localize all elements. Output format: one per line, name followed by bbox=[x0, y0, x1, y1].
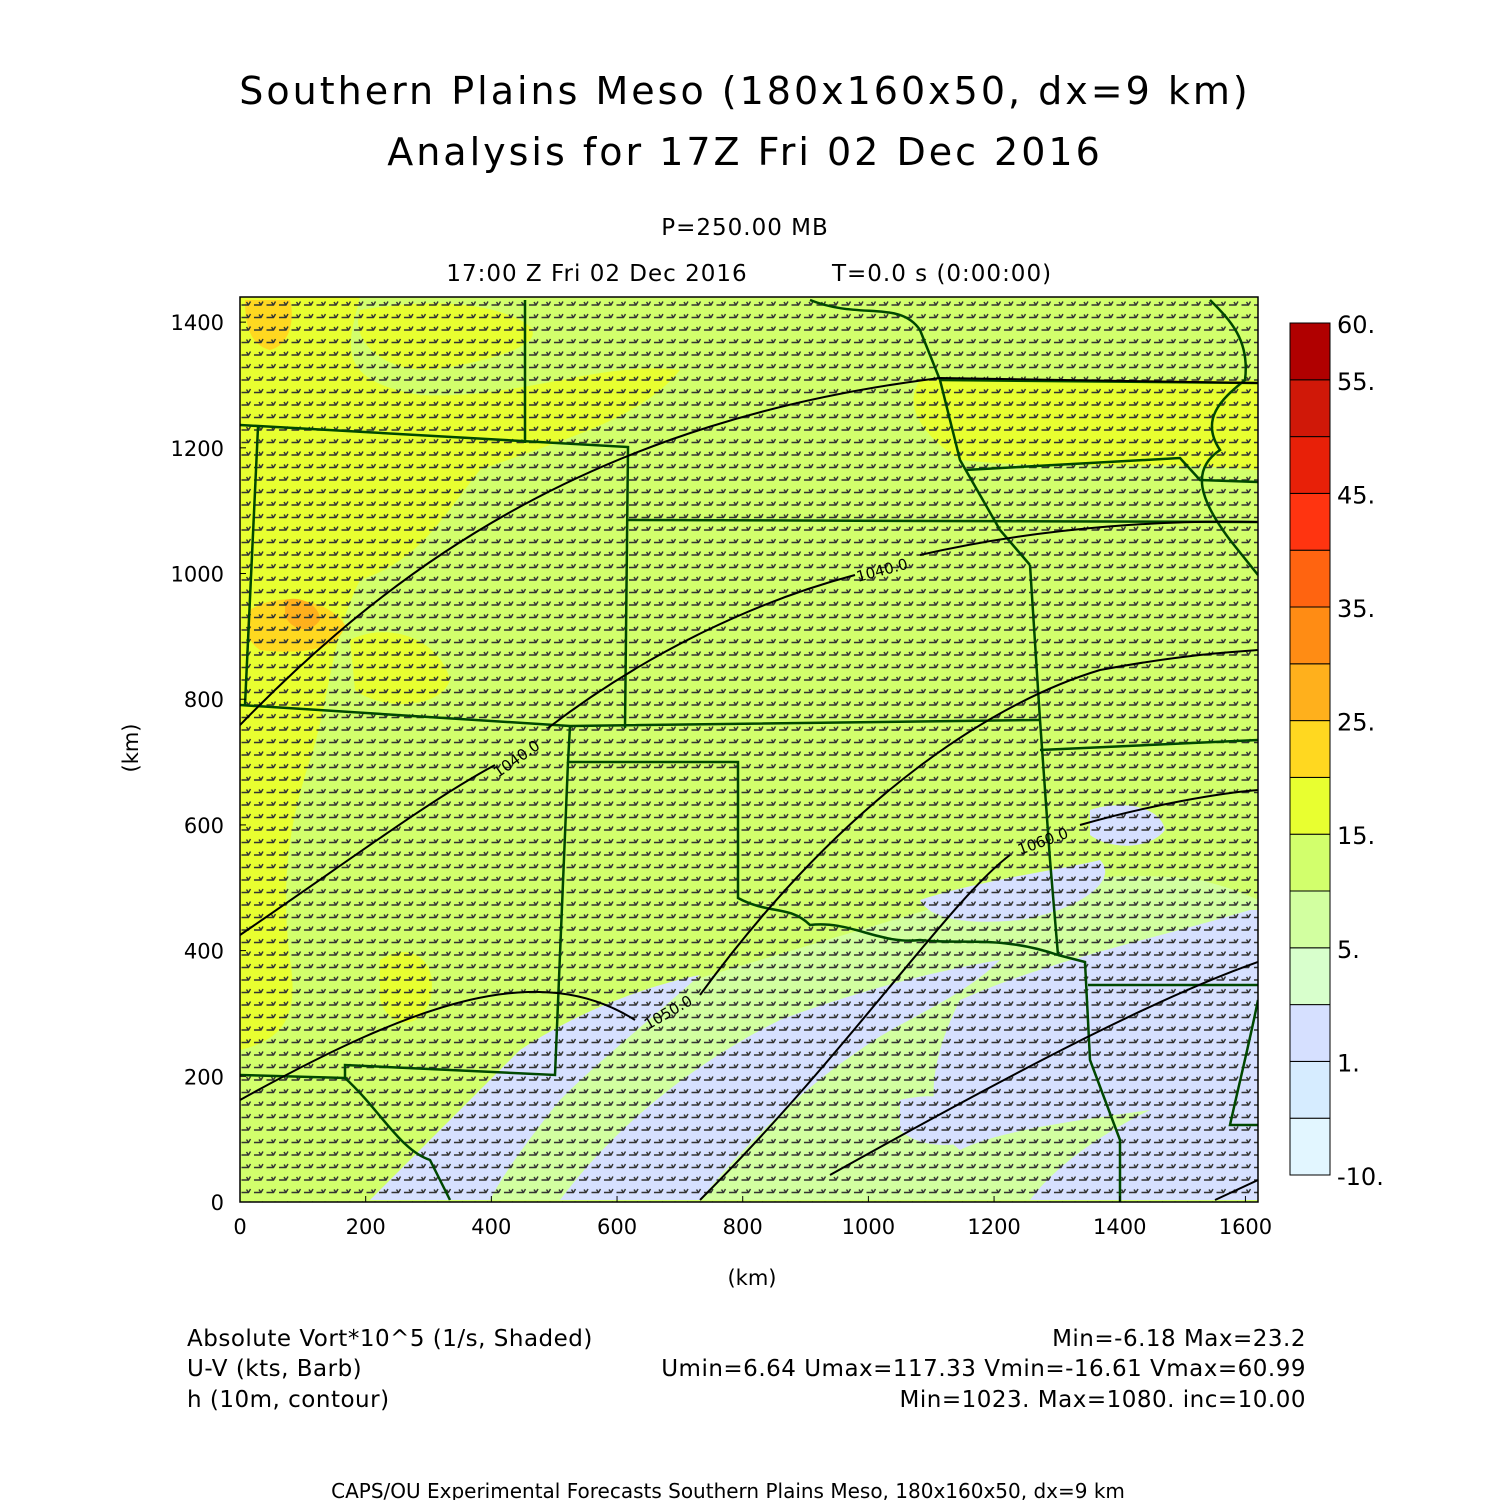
y-tick-label: 1200 bbox=[171, 437, 224, 461]
x-tick-label: 0 bbox=[233, 1215, 246, 1239]
y-tick-label: 1400 bbox=[171, 311, 224, 335]
x-axis-label: (km) bbox=[727, 1266, 776, 1290]
level-label: P=250.00 MB bbox=[661, 215, 829, 241]
y-tick-label: 1000 bbox=[171, 563, 224, 587]
x-tick-label: 1200 bbox=[967, 1215, 1020, 1239]
colorbar-bin bbox=[1289, 379, 1331, 438]
colorbar-bin bbox=[1289, 549, 1331, 608]
x-tick-label: 1000 bbox=[842, 1215, 895, 1239]
field1-name: Absolute Vort*10^5 (1/s, Shaded) bbox=[187, 1326, 593, 1352]
y-tick-label: 200 bbox=[184, 1065, 224, 1089]
y-tick-label: 0 bbox=[211, 1191, 224, 1215]
title-line1: Southern Plains Meso (180x160x50, dx=9 k… bbox=[239, 69, 1250, 113]
plot-area: 1040.0 1040.0 1050.0 1060.0 bbox=[240, 297, 1258, 1202]
footer-credit: CAPS/OU Experimental Forecasts Southern … bbox=[331, 1479, 1125, 1500]
colorbar-bin bbox=[1289, 947, 1331, 1006]
x-tick-label: 800 bbox=[723, 1215, 763, 1239]
colorbar-bin bbox=[1289, 833, 1331, 892]
colorbar-bin bbox=[1289, 492, 1331, 551]
x-tick-label: 1600 bbox=[1219, 1215, 1272, 1239]
colorbar-label: 1. bbox=[1337, 1049, 1360, 1077]
x-tick-label: 600 bbox=[597, 1215, 637, 1239]
y-tick-label: 800 bbox=[184, 688, 224, 712]
y-tick-label: 600 bbox=[184, 814, 224, 838]
x-tick-label: 400 bbox=[471, 1215, 511, 1239]
x-tick-label: 1400 bbox=[1093, 1215, 1146, 1239]
colorbar-label: 15. bbox=[1337, 822, 1375, 850]
field1-stats: Min=-6.18 Max=23.2 bbox=[1052, 1326, 1306, 1352]
valid-time: 17:00 Z Fri 02 Dec 2016 bbox=[446, 261, 747, 287]
colorbar-bin bbox=[1289, 890, 1331, 949]
y-axis-label: (km) bbox=[119, 723, 143, 772]
colorbar-label: 55. bbox=[1337, 368, 1375, 396]
model-time: T=0.0 s (0:00:00) bbox=[831, 261, 1052, 287]
colorbar-bin bbox=[1289, 322, 1331, 381]
colorbar-bin bbox=[1289, 436, 1331, 494]
x-tick-label: 200 bbox=[346, 1215, 386, 1239]
field2-stats: Umin=6.64 Umax=117.33 Vmin=-16.61 Vmax=6… bbox=[661, 1356, 1306, 1382]
field3-name: h (10m, contour) bbox=[187, 1387, 390, 1413]
x-axis: 0 200 400 600 800 1000 1200 1400 1600 bbox=[233, 1196, 1272, 1239]
colorbar-label: 60. bbox=[1337, 311, 1375, 339]
field3-stats: Min=1023. Max=1080. inc=10.00 bbox=[900, 1387, 1306, 1413]
field2-name: U-V (kts, Barb) bbox=[187, 1356, 362, 1382]
colorbar-bin bbox=[1289, 1004, 1331, 1062]
colorbar-label: 5. bbox=[1337, 936, 1360, 964]
colorbar: 60. 55. 45. 35. 25. 15. 5. 1. -10. bbox=[1289, 311, 1384, 1191]
title-line2: Analysis for 17Z Fri 02 Dec 2016 bbox=[387, 130, 1103, 174]
colorbar-label: 45. bbox=[1337, 481, 1375, 509]
colorbar-bin bbox=[1289, 776, 1331, 835]
state-borders bbox=[240, 298, 1258, 1202]
y-axis: 0 200 400 600 800 1000 1200 1400 bbox=[171, 311, 246, 1215]
colorbar-label: 25. bbox=[1337, 709, 1375, 737]
y-tick-label: 400 bbox=[184, 940, 224, 964]
height-contours bbox=[240, 376, 1258, 1201]
colorbar-bin bbox=[1289, 663, 1331, 722]
colorbar-bin bbox=[1289, 720, 1331, 778]
colorbar-label: -10. bbox=[1337, 1163, 1384, 1191]
colorbar-bin bbox=[1289, 606, 1331, 665]
colorbar-label: 35. bbox=[1337, 595, 1375, 623]
colorbar-bin bbox=[1289, 1060, 1331, 1119]
plot-frame bbox=[239, 296, 1259, 1203]
colorbar-bin bbox=[1289, 1117, 1331, 1176]
